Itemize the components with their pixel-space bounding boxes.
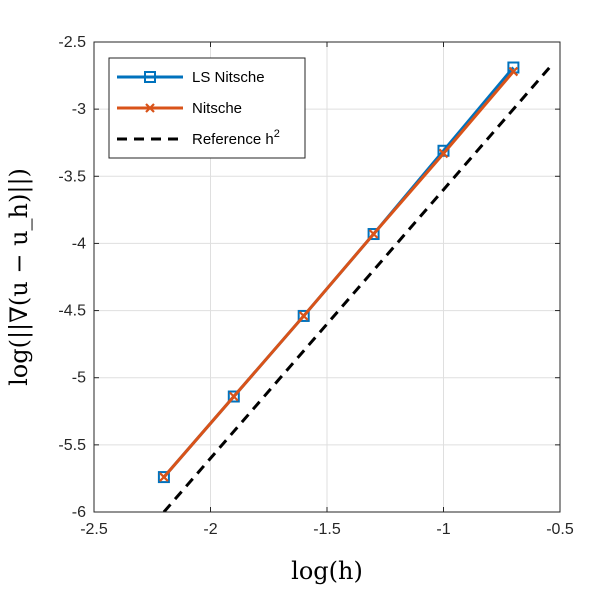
x-tick-label: -1	[436, 521, 450, 538]
y-tick-label: -5.5	[58, 437, 86, 454]
series-line-1	[162, 70, 515, 479]
legend-label-2: Reference h2	[192, 128, 280, 148]
x-marker-stroke	[508, 66, 519, 77]
y-axis-label: log(||∇(u − u_h)||)	[5, 168, 34, 386]
x-tick-label: -0.5	[546, 521, 574, 538]
series-0-point	[437, 144, 450, 157]
series-line-2	[162, 62, 555, 512]
x-axis-label: log(h)	[291, 557, 363, 585]
y-tick-label: -6	[72, 504, 86, 521]
x-tick-label: -1.5	[313, 521, 341, 538]
x-marker-stroke	[229, 391, 239, 402]
y-tick-label: -4.5	[58, 303, 86, 320]
legend-marker-0	[144, 71, 156, 83]
x-marker-stroke	[145, 103, 155, 113]
x-tick-label: -2.5	[80, 521, 108, 538]
legend-label-text: Nitsche	[192, 100, 242, 117]
legend-label-text: Reference h	[192, 131, 274, 148]
legend-label-0: LS Nitsche	[192, 69, 265, 86]
x-marker-stroke	[159, 472, 169, 482]
series-1-point	[159, 472, 169, 482]
series-0-point	[367, 228, 380, 241]
x-marker-stroke	[298, 311, 309, 321]
y-tick-label: -5	[72, 370, 86, 387]
y-tick-label: -3.5	[58, 168, 86, 185]
x-marker-stroke	[438, 148, 449, 159]
y-tick-label: -2.5	[58, 34, 86, 51]
series-group	[157, 61, 555, 512]
series-0-point	[157, 471, 170, 484]
series-0-point	[227, 390, 240, 403]
series-1-point	[298, 311, 309, 321]
series-1-point	[438, 148, 449, 159]
series-1-point	[508, 66, 519, 77]
legend-label-superscript: 2	[274, 128, 280, 140]
legend-label-text: LS Nitsche	[192, 69, 265, 86]
series-1-point	[368, 229, 379, 239]
x-tick-label: -2	[203, 521, 217, 538]
x-marker-stroke	[368, 229, 379, 239]
series-0-point	[297, 309, 310, 322]
legend-marker-1	[145, 103, 155, 113]
y-tick-label: -4	[72, 235, 86, 252]
legend: LS Nitsche Nitsche Reference h2	[108, 57, 306, 159]
series-1-point	[229, 391, 239, 402]
y-tick-label: -3	[72, 101, 86, 118]
legend-label-1: Nitsche	[192, 100, 242, 117]
axis-ticks: -2.5 -2 -1.5 -1 -0.5 -2.5 -3 -3.5 -4 -4.5 -5 -5.5 -6	[58, 34, 573, 538]
grid-lines	[93, 41, 561, 513]
